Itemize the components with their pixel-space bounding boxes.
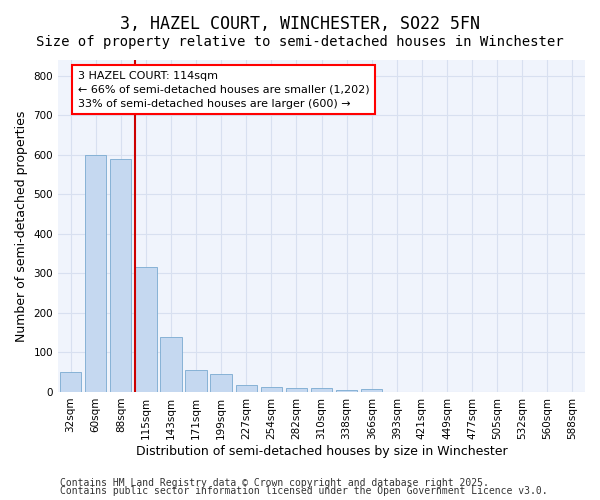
Text: Contains public sector information licensed under the Open Government Licence v3: Contains public sector information licen… bbox=[60, 486, 548, 496]
Y-axis label: Number of semi-detached properties: Number of semi-detached properties bbox=[15, 110, 28, 342]
Bar bbox=[160, 336, 182, 392]
Bar bbox=[336, 390, 357, 392]
Bar bbox=[236, 385, 257, 392]
Text: Contains HM Land Registry data © Crown copyright and database right 2025.: Contains HM Land Registry data © Crown c… bbox=[60, 478, 489, 488]
Bar bbox=[211, 374, 232, 392]
Text: Size of property relative to semi-detached houses in Winchester: Size of property relative to semi-detach… bbox=[36, 35, 564, 49]
Bar bbox=[135, 268, 157, 392]
Text: 3 HAZEL COURT: 114sqm
← 66% of semi-detached houses are smaller (1,202)
33% of s: 3 HAZEL COURT: 114sqm ← 66% of semi-deta… bbox=[77, 70, 369, 108]
Bar bbox=[110, 159, 131, 392]
X-axis label: Distribution of semi-detached houses by size in Winchester: Distribution of semi-detached houses by … bbox=[136, 444, 508, 458]
Bar bbox=[260, 387, 282, 392]
Bar bbox=[85, 155, 106, 392]
Bar bbox=[361, 389, 382, 392]
Text: 3, HAZEL COURT, WINCHESTER, SO22 5FN: 3, HAZEL COURT, WINCHESTER, SO22 5FN bbox=[120, 15, 480, 33]
Bar bbox=[185, 370, 207, 392]
Bar bbox=[311, 388, 332, 392]
Bar bbox=[286, 388, 307, 392]
Bar bbox=[60, 372, 81, 392]
